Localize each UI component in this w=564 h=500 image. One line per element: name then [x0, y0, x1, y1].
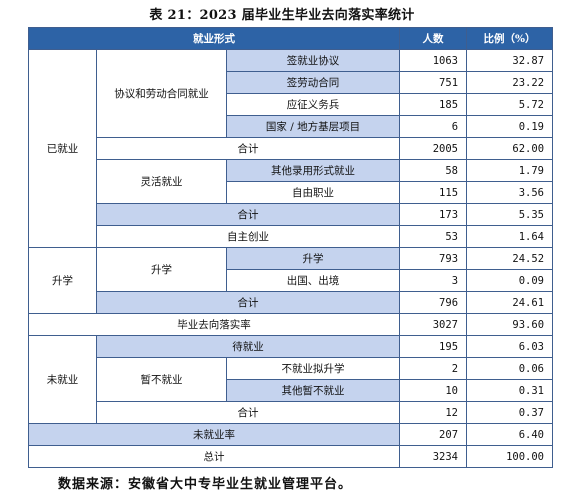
employed-label: 已就业 — [28, 49, 97, 248]
table-row: 暂不就业 不就业拟升学 2 0.06 — [29, 357, 554, 402]
row-label: 升学 — [225, 247, 401, 270]
row-count: 173 — [399, 203, 468, 226]
row-label: 出国、出境 — [225, 269, 401, 292]
row-count: 796 — [399, 291, 468, 314]
row-label: 自由职业 — [225, 181, 401, 204]
row-count: 793 — [399, 247, 468, 270]
further-study-label: 升学 — [28, 247, 97, 314]
row-count: 185 — [399, 93, 468, 116]
table-row: 升学 升学 升学 793 24.52 — [28, 247, 554, 314]
row-label: 待就业 — [95, 335, 401, 358]
row-count: 207 — [399, 423, 468, 446]
row-label: 签就业协议 — [225, 49, 401, 72]
data-source-note: 数据来源：安徽省大中专毕业生就业管理平台。 — [58, 477, 353, 492]
row-percent: 0.06 — [466, 357, 554, 380]
row-count: 2005 — [399, 137, 468, 160]
table-row: 自主创业 53 1.64 — [29, 225, 554, 248]
row-percent: 0.09 — [466, 269, 554, 292]
row-percent: 3.56 — [466, 181, 554, 204]
row-count: 3234 — [399, 445, 468, 468]
contract-group-label: 协议和劳动合同就业 — [96, 49, 227, 138]
table-row: 合计 173 5.35 — [29, 203, 554, 226]
row-count: 1063 — [399, 49, 468, 72]
flexible-group-label: 灵活就业 — [96, 159, 227, 204]
employment-statistics-table: 就业形式 人数 比例（%） 已就业 协议和劳动合同就业 签就业协议 1063 3… — [27, 27, 554, 468]
row-label: 不就业拟升学 — [225, 357, 401, 380]
row-count: 2 — [399, 357, 468, 380]
table-row: 签劳动合同 751 23.22 — [29, 71, 554, 94]
row-count: 3027 — [399, 313, 468, 336]
table-row: 未就业 待就业 195 6.03 — [28, 335, 554, 424]
row-percent: 24.61 — [466, 291, 554, 314]
row-percent: 1.79 — [466, 159, 554, 182]
table-row: 未就业率 207 6.40 — [27, 423, 554, 446]
table-row: 合计 12 0.37 — [29, 401, 554, 424]
row-percent: 93.60 — [466, 313, 554, 336]
row-percent: 62.00 — [466, 137, 554, 160]
temp-group-label: 暂不就业 — [96, 357, 227, 402]
table-row: 国家 / 地方基层项目 6 0.19 — [29, 115, 554, 138]
row-percent: 5.72 — [466, 93, 554, 116]
subtotal-label: 合计 — [95, 203, 401, 226]
table-row: 灵活就业 其他录用形式就业 58 1.79 — [29, 159, 554, 204]
header-percent: 比例（%） — [466, 27, 554, 50]
row-label: 应征义务兵 — [225, 93, 401, 116]
row-count: 3 — [399, 269, 468, 292]
row-percent: 0.31 — [466, 379, 554, 402]
row-count: 53 — [399, 225, 468, 248]
table-row: 总计 3234 100.00 — [27, 445, 554, 468]
unemployed-label: 未就业 — [28, 335, 97, 424]
row-label: 其他录用形式就业 — [225, 159, 401, 182]
row-count: 195 — [399, 335, 468, 358]
row-percent: 23.22 — [466, 71, 554, 94]
row-label: 签劳动合同 — [225, 71, 401, 94]
table-title: 表 21：2023 届毕业生毕业去向落实率统计 — [149, 8, 415, 23]
row-percent: 100.00 — [466, 445, 554, 468]
table-row: 出国、出境 3 0.09 — [29, 269, 554, 292]
row-percent: 24.52 — [466, 247, 554, 270]
study-group-label: 升学 — [96, 247, 227, 292]
table-row: 已就业 协议和劳动合同就业 签就业协议 1063 32.87 — [28, 49, 554, 248]
row-percent: 6.03 — [466, 335, 554, 358]
row-percent: 0.37 — [466, 401, 554, 424]
row-label: 国家 / 地方基层项目 — [225, 115, 401, 138]
row-percent: 1.64 — [466, 225, 554, 248]
table-row: 合计 2005 62.00 — [29, 137, 554, 160]
unemployment-rate-label: 未就业率 — [27, 423, 401, 446]
row-percent: 32.87 — [466, 49, 554, 72]
row-count: 10 — [399, 379, 468, 402]
row-label: 自主创业 — [95, 225, 401, 248]
row-percent: 0.19 — [466, 115, 554, 138]
row-percent: 5.35 — [466, 203, 554, 226]
row-count: 6 — [399, 115, 468, 138]
header-row: 就业形式 人数 比例（%） — [27, 27, 554, 50]
header-category: 就业形式 — [27, 27, 401, 50]
table-row: 毕业去向落实率 3027 93.60 — [27, 313, 554, 336]
row-count: 751 — [399, 71, 468, 94]
row-percent: 6.40 — [466, 423, 554, 446]
row-count: 58 — [399, 159, 468, 182]
grand-total-label: 总计 — [27, 445, 401, 468]
row-label: 其他暂不就业 — [225, 379, 401, 402]
row-count: 12 — [399, 401, 468, 424]
table-row: 合计 796 24.61 — [29, 291, 554, 314]
subtotal-label: 合计 — [95, 401, 401, 424]
placement-rate-label: 毕业去向落实率 — [27, 313, 401, 336]
row-count: 115 — [399, 181, 468, 204]
subtotal-label: 合计 — [95, 137, 401, 160]
table-row: 其他暂不就业 10 0.31 — [29, 379, 554, 402]
subtotal-label: 合计 — [95, 291, 401, 314]
header-count: 人数 — [399, 27, 468, 50]
